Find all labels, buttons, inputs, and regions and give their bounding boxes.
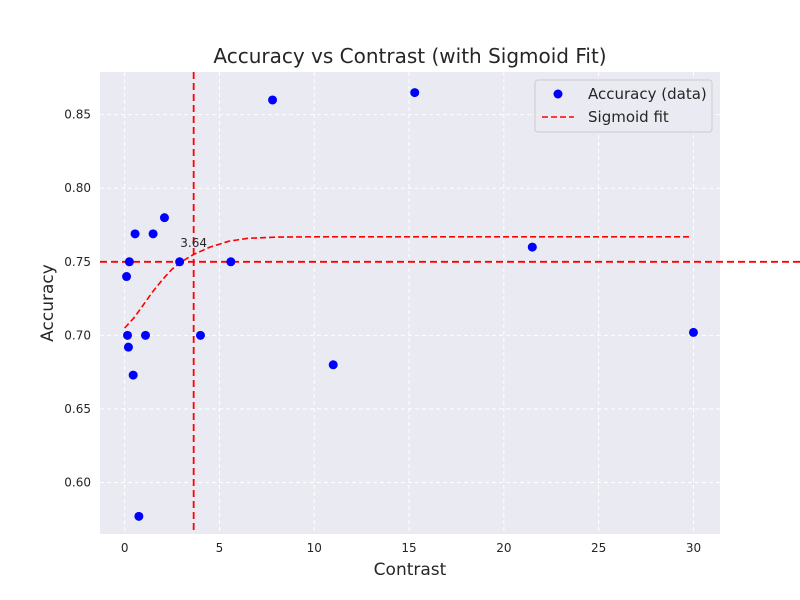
threshold-annotation: 3.64: [180, 236, 207, 250]
data-point: [128, 370, 138, 380]
x-tick-label: 5: [216, 541, 224, 555]
legend-marker-scatter: [553, 89, 563, 99]
y-tick-label: 0.80: [64, 181, 91, 195]
data-point: [226, 257, 236, 267]
data-point: [148, 229, 158, 239]
chart-title: Accuracy vs Contrast (with Sigmoid Fit): [213, 44, 606, 68]
x-tick-label: 25: [591, 541, 606, 555]
data-point: [122, 272, 132, 282]
x-axis-ticks: 0 5 10 15 20 25 30: [121, 541, 701, 555]
data-point: [268, 95, 278, 105]
data-point: [328, 360, 338, 370]
y-axis-ticks: 0.60 0.65 0.70 0.75 0.80 0.85: [64, 108, 91, 490]
y-tick-label: 0.65: [64, 402, 91, 416]
legend-box: [534, 79, 713, 133]
y-axis-label: Accuracy: [38, 264, 58, 342]
data-point: [123, 342, 133, 352]
x-axis-label: Contrast: [374, 560, 447, 580]
data-point: [527, 242, 537, 252]
data-point: [130, 229, 140, 239]
x-tick-label: 15: [401, 541, 416, 555]
legend: Accuracy (data) Sigmoid fit: [534, 79, 713, 133]
plot-area: [100, 72, 720, 534]
data-point: [195, 330, 205, 340]
data-point: [175, 257, 185, 267]
data-point: [410, 88, 420, 98]
data-point: [124, 257, 134, 267]
data-point: [141, 330, 151, 340]
legend-label-fit: Sigmoid fit: [588, 108, 669, 126]
y-tick-label: 0.85: [64, 108, 91, 122]
data-point: [688, 327, 698, 337]
plot-layer: 3.64: [100, 72, 800, 534]
legend-label-scatter: Accuracy (data): [588, 85, 707, 103]
sigmoid-fit-line: [124, 236, 690, 329]
data-point: [159, 213, 169, 223]
x-tick-label: 30: [686, 541, 701, 555]
data-point: [122, 330, 132, 340]
y-tick-label: 0.60: [64, 476, 91, 490]
x-tick-label: 10: [307, 541, 322, 555]
y-tick-label: 0.75: [64, 255, 91, 269]
x-tick-label: 20: [496, 541, 511, 555]
data-point: [134, 511, 144, 521]
y-tick-label: 0.70: [64, 328, 91, 342]
x-tick-label: 0: [121, 541, 129, 555]
